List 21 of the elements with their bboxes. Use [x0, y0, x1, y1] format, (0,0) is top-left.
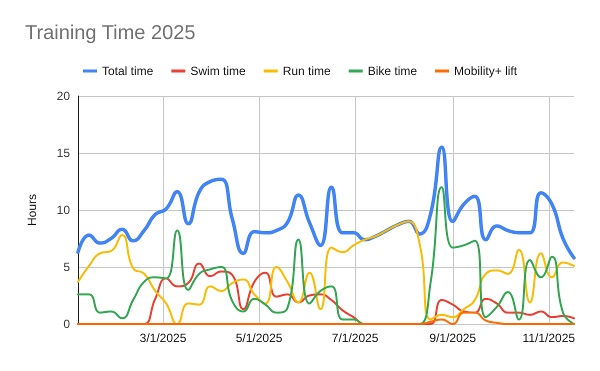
- x-tick-label: 11/1/2025: [522, 331, 576, 345]
- x-tick-label: 9/1/2025: [429, 331, 476, 345]
- y-axis-title: Hours: [25, 194, 39, 226]
- line-series: [77, 220, 575, 325]
- y-tick-label: 15: [56, 146, 70, 160]
- y-tick-label: 5: [63, 260, 70, 274]
- x-tick-label: 3/1/2025: [140, 331, 187, 345]
- x-tick-label: 7/1/2025: [332, 331, 379, 345]
- y-tick-label: 0: [63, 317, 70, 331]
- line-series: [76, 146, 576, 260]
- legend-label: Swim time: [190, 64, 246, 78]
- chart-title: Training Time 2025: [25, 22, 196, 44]
- legend-label: Bike time: [368, 64, 418, 78]
- y-tick-label: 20: [56, 89, 70, 103]
- legend-label: Run time: [282, 64, 332, 78]
- y-tick-label: 10: [56, 203, 70, 217]
- x-tick-label: 5/1/2025: [236, 331, 283, 345]
- legend-label: Mobility+ lift: [454, 64, 518, 78]
- legend-label: Total time: [102, 64, 154, 78]
- line-series: [77, 186, 575, 325]
- line-series: [77, 312, 575, 325]
